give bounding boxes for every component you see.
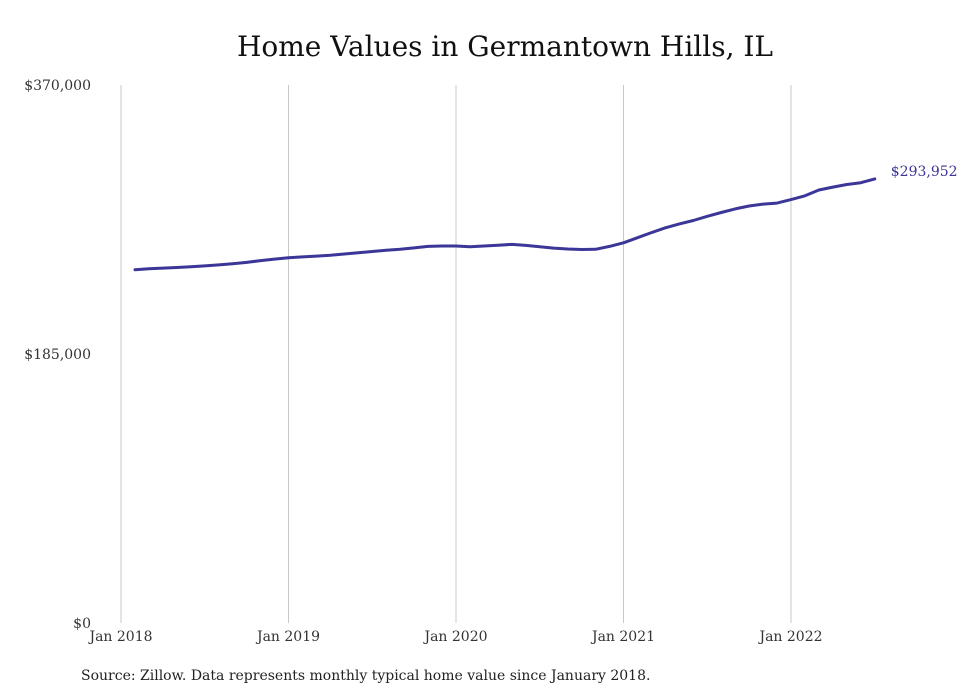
y-tick-label: $0	[73, 616, 91, 632]
vertical-gridlines	[120, 85, 792, 623]
x-tick-label: Jan 2018	[87, 629, 152, 645]
y-tick-label: $370,000	[24, 78, 91, 94]
end-value-label: $293,952	[891, 164, 958, 180]
y-axis-ticks: $0 $185,000 $370,000	[24, 78, 91, 632]
x-tick-label: Jan 2022	[757, 629, 822, 645]
x-tick-label: Jan 2021	[590, 629, 655, 645]
chart-title: Home Values in Germantown Hills, IL	[236, 30, 774, 63]
x-axis-ticks: Jan 2018 Jan 2019 Jan 2020 Jan 2021 Jan 2022	[87, 629, 822, 645]
series-line-home-value	[133, 177, 877, 272]
y-tick-label: $185,000	[24, 347, 91, 363]
x-tick-label: Jan 2019	[255, 629, 320, 645]
x-tick-label: Jan 2020	[422, 629, 487, 645]
source-note: Source: Zillow. Data represents monthly …	[81, 668, 651, 684]
